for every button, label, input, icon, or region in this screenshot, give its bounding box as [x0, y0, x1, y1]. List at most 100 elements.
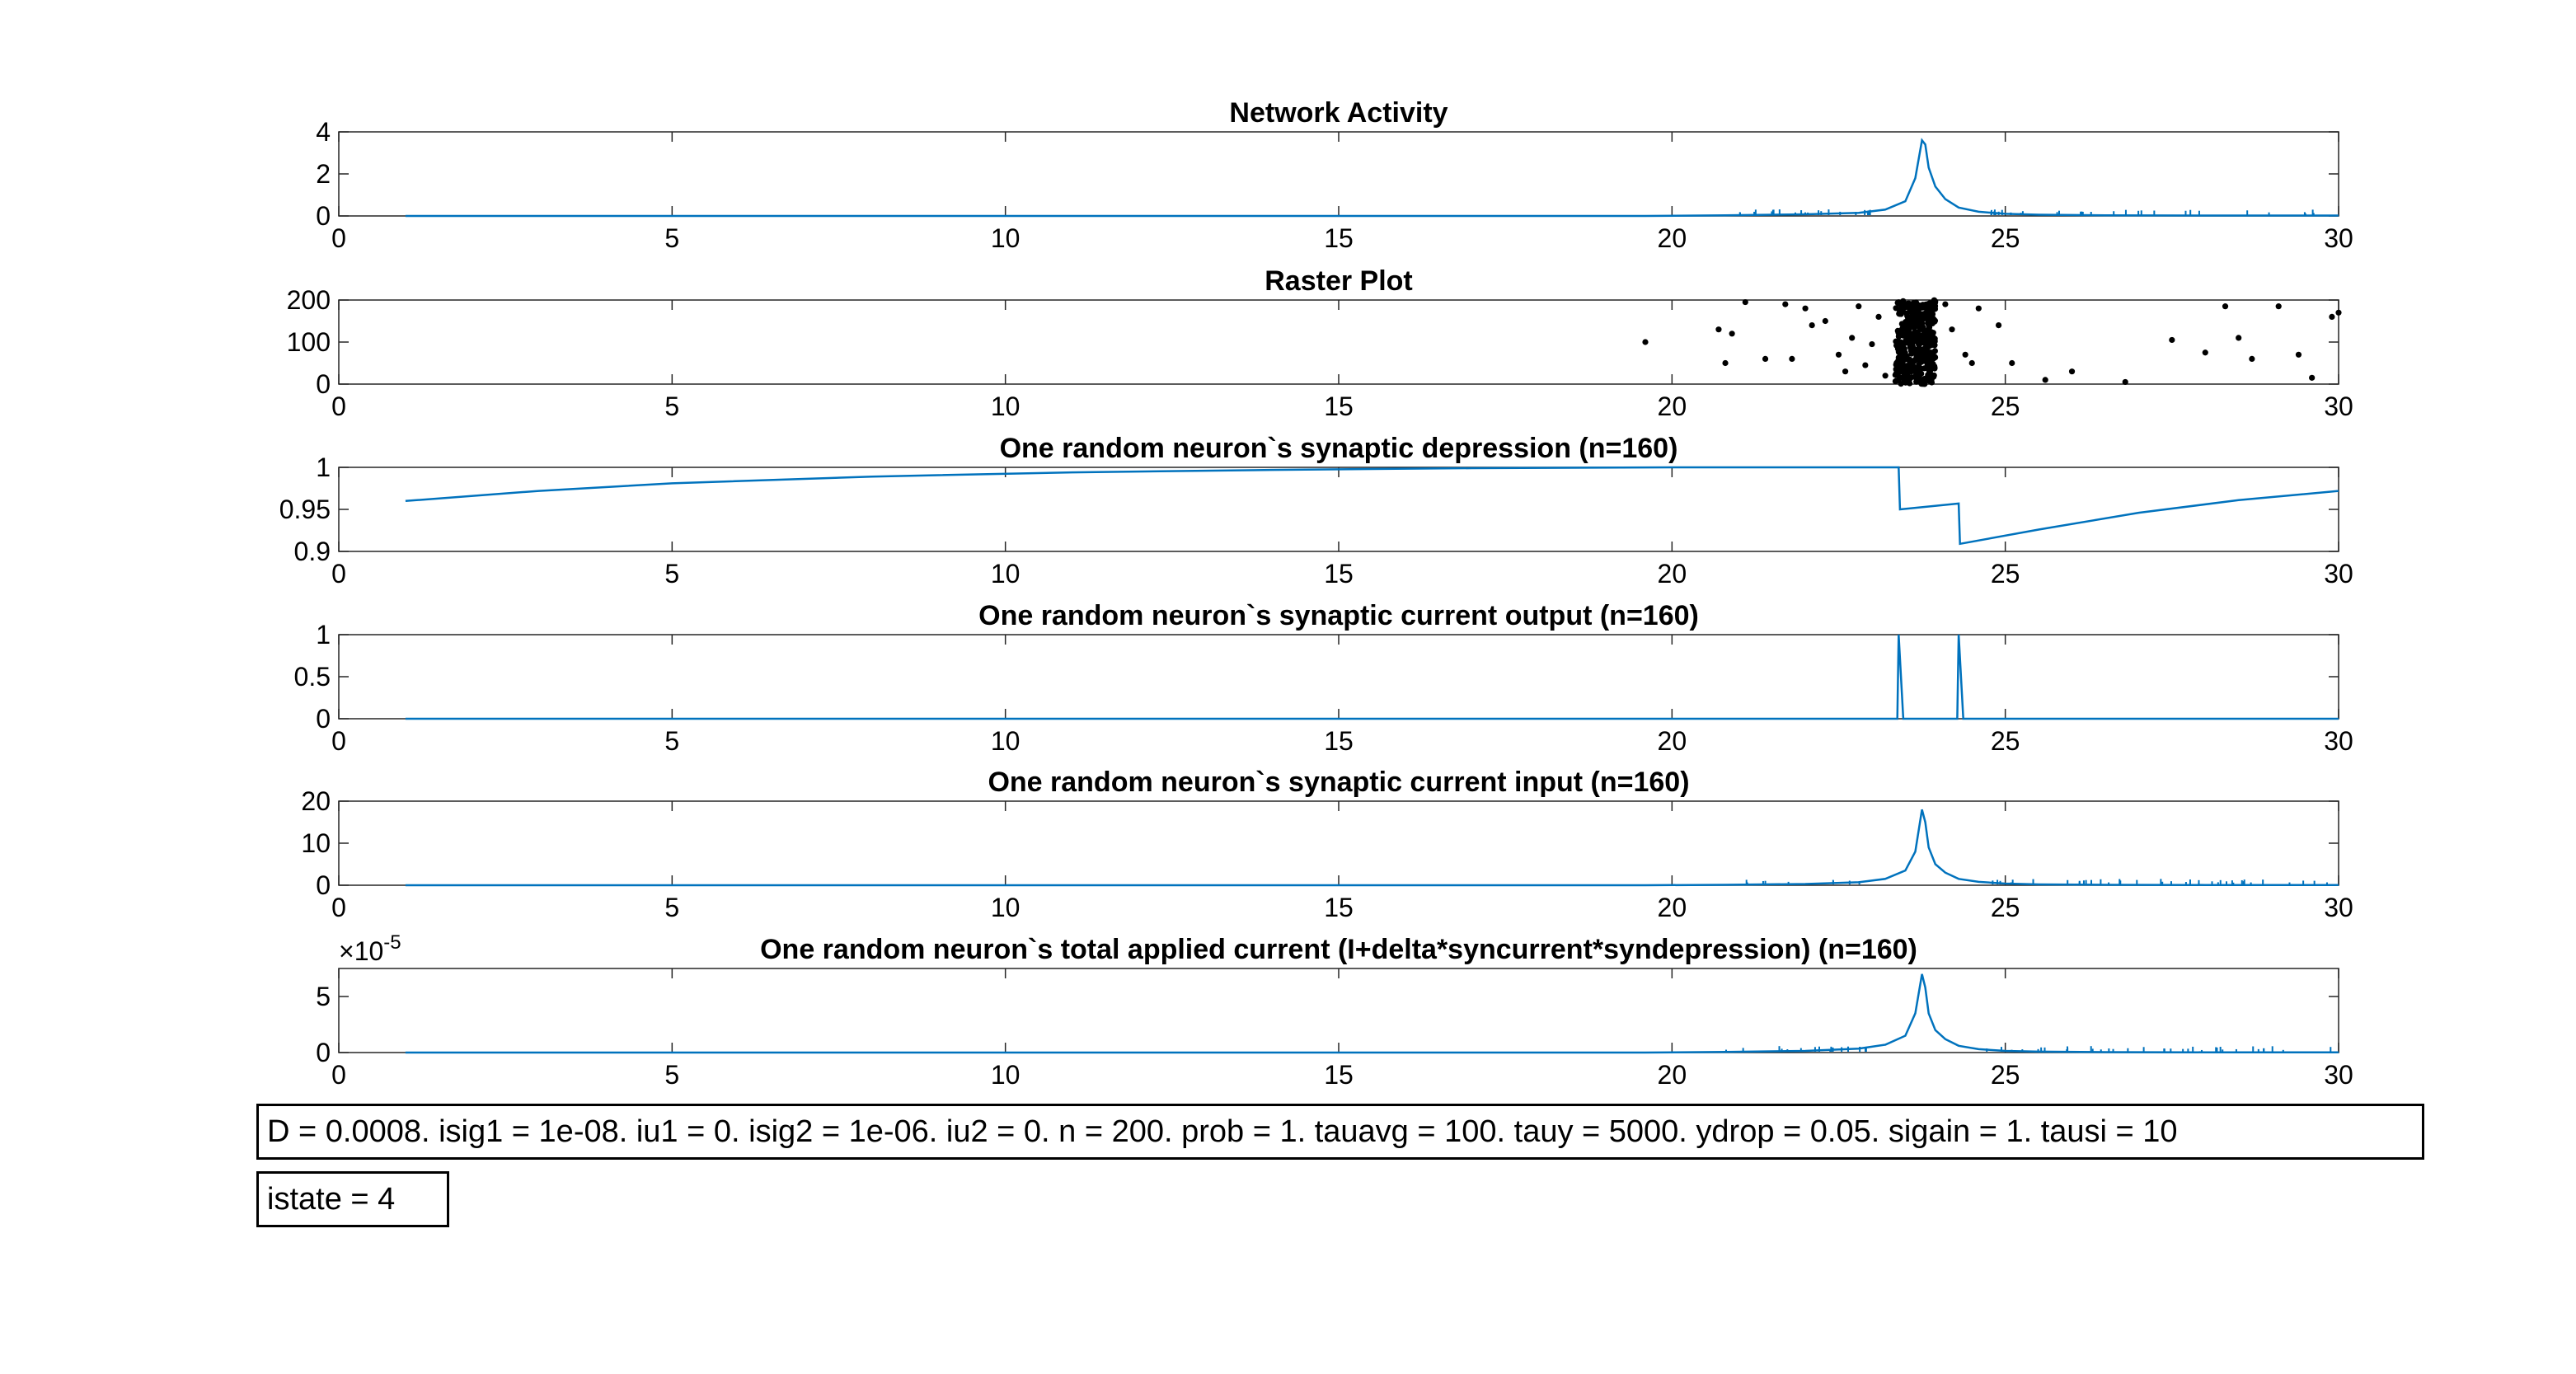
raster-point — [1907, 331, 1914, 337]
x-tick-label: 30 — [2324, 392, 2353, 421]
x-tick-label: 30 — [2324, 559, 2353, 589]
raster-point — [1921, 334, 1928, 340]
raster-point — [1892, 372, 1898, 378]
raster-point — [1893, 361, 1899, 368]
raster-point — [1918, 355, 1926, 362]
raster-point — [1995, 322, 2002, 329]
x-tick-label: 25 — [1991, 392, 2020, 421]
raster-point — [1896, 311, 1903, 317]
raster-point — [1930, 333, 1936, 340]
x-tick-label: 15 — [1324, 726, 1354, 756]
raster-point — [1926, 376, 1933, 382]
raster-point — [1822, 317, 1828, 325]
subplot-title: One random neuron`s synaptic current inp… — [988, 767, 1689, 798]
axes-box — [338, 968, 2339, 1053]
subplot-title: One random neuron`s total applied curren… — [760, 934, 1917, 965]
raster-point — [1926, 323, 1932, 331]
x-tick-label: 10 — [991, 392, 1021, 421]
raster-point — [2009, 359, 2015, 367]
y-tick-label: 0.95 — [279, 495, 331, 524]
raster-point — [1926, 309, 1932, 317]
x-tick-label: 15 — [1324, 893, 1354, 922]
raster-point — [1913, 378, 1920, 385]
x-tick-label: 0 — [331, 1060, 346, 1090]
raster-point — [2309, 374, 2316, 381]
x-tick-label: 30 — [2324, 1060, 2353, 1090]
raster-point — [1782, 301, 1789, 307]
raster-point — [1908, 338, 1915, 345]
raster-point — [1882, 373, 1889, 379]
axes-box — [338, 634, 2339, 720]
series-line — [405, 466, 2339, 546]
axes-box — [338, 299, 2339, 385]
raster-point — [1915, 372, 1921, 378]
y-tick-label: 2 — [316, 159, 331, 189]
raster-point — [1922, 348, 1929, 355]
istate-annotation-box: istate = 4 — [256, 1171, 449, 1227]
raster-point — [1931, 364, 1938, 371]
x-tick-label: 25 — [1991, 223, 2020, 253]
raster-point — [1962, 351, 1968, 358]
raster-point — [1930, 355, 1937, 362]
subplot-title: Raster Plot — [1265, 265, 1413, 297]
raster-point — [1900, 302, 1907, 309]
x-tick-label: 5 — [664, 392, 679, 421]
raster-point — [1762, 355, 1769, 362]
raster-point — [2068, 368, 2076, 375]
raster-point — [1842, 368, 1849, 375]
raster-point — [1920, 326, 1927, 334]
raster-point — [1898, 321, 1905, 327]
raster-point — [2222, 303, 2229, 310]
subplot-6: One random neuron`s total applied curren… — [316, 931, 2353, 1090]
raster-point — [1907, 358, 1913, 364]
raster-point — [1949, 326, 1955, 333]
raster-point — [1910, 367, 1917, 374]
raster-point — [2042, 377, 2048, 383]
x-tick-label: 20 — [1658, 223, 1687, 253]
raster-point — [1856, 303, 1862, 310]
y-tick-label: 10 — [301, 828, 331, 858]
raster-point — [1715, 326, 1722, 333]
y-tick-label: 100 — [287, 327, 331, 357]
x-tick-label: 0 — [331, 893, 346, 922]
y-tick-label: 0.9 — [294, 537, 331, 566]
y-tick-label: 0 — [316, 201, 331, 231]
raster-point — [1897, 345, 1904, 352]
x-tick-label: 10 — [991, 726, 1021, 756]
axes-box — [338, 467, 2339, 552]
raster-point — [1917, 318, 1923, 326]
subplot-3: One random neuron`s synaptic depression … — [279, 433, 2353, 589]
series-line — [405, 138, 2339, 218]
raster-point — [1907, 320, 1914, 326]
raster-point — [1975, 305, 1982, 312]
raster-point — [1894, 327, 1901, 335]
x-tick-label: 25 — [1991, 559, 2020, 589]
raster-point — [1924, 365, 1931, 372]
raster-point — [1898, 339, 1904, 345]
raster-point — [1742, 298, 1748, 306]
raster-point — [1893, 305, 1899, 312]
raster-point — [1896, 374, 1903, 381]
x-tick-label: 15 — [1324, 1060, 1354, 1090]
x-tick-label: 20 — [1658, 1060, 1687, 1090]
raster-point — [1893, 338, 1899, 345]
raster-point — [1849, 335, 1856, 341]
subplot-5: One random neuron`s synaptic current inp… — [301, 767, 2353, 922]
parameter-annotation-box: D = 0.0008. isig1 = 1e-08. iu1 = 0. isig… — [256, 1104, 2424, 1160]
raster-point — [1912, 312, 1919, 319]
x-tick-label: 5 — [664, 223, 679, 253]
x-tick-label: 20 — [1658, 726, 1687, 756]
raster-point — [1919, 339, 1926, 345]
raster-point — [1642, 339, 1649, 345]
raster-point — [1921, 377, 1928, 383]
x-tick-label: 15 — [1324, 559, 1354, 589]
axes-box — [338, 800, 2339, 886]
x-tick-label: 5 — [664, 893, 679, 922]
raster-point — [1875, 313, 1882, 320]
x-tick-label: 10 — [991, 223, 1021, 253]
x-tick-label: 5 — [664, 1060, 679, 1090]
raster-point — [1722, 359, 1729, 367]
raster-point — [2335, 309, 2342, 316]
raster-point — [2329, 313, 2335, 320]
